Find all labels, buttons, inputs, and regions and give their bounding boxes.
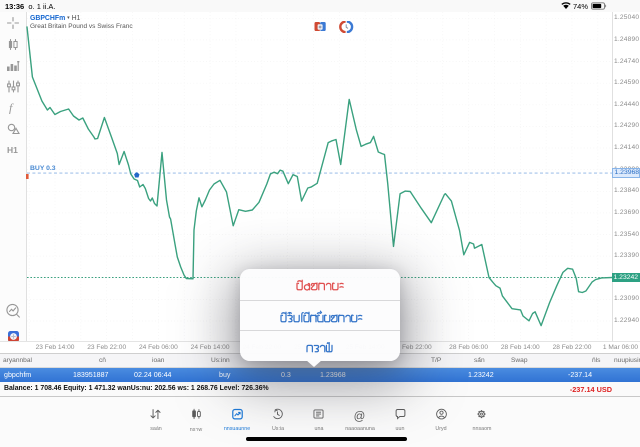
svg-text:74%: 74% [573, 2, 588, 11]
svg-text:f: f [9, 101, 14, 115]
svg-text:H1: H1 [7, 145, 18, 155]
